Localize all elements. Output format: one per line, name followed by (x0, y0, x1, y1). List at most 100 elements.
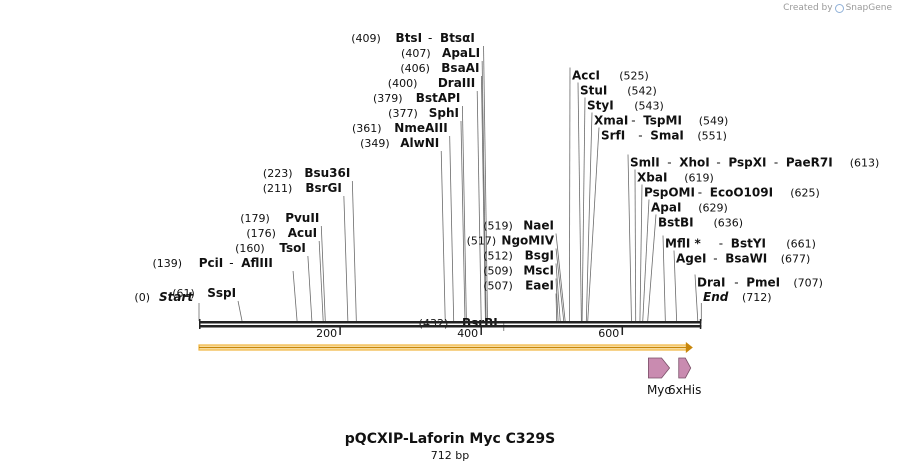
cut-lines (198, 45, 702, 331)
ruler-tick-label: 600 (598, 327, 619, 340)
site-position: (512) (483, 250, 513, 263)
site-position: (407) (401, 47, 431, 60)
enzyme-label-draiii: DraIII (438, 76, 475, 90)
start-position: (0) (134, 291, 150, 304)
cut-line (627, 154, 632, 322)
enzyme-label-bstyi: BstYI (731, 237, 766, 251)
enzyme-label-bsgi: BsgI (525, 249, 554, 263)
sequence-backbone (199, 319, 702, 329)
start-label: Start (159, 290, 194, 304)
site-position: (176) (246, 227, 276, 240)
cut-line (237, 300, 243, 322)
label-separator: - (631, 114, 635, 128)
cut-line (634, 169, 637, 322)
cut-line (585, 112, 593, 322)
cut-line (555, 278, 559, 322)
site-position: (619) (684, 172, 714, 185)
enzyme-label-bsu36i: Bsu36I (304, 166, 350, 180)
site-labels: BtsI(409) - BtsαIApaLI(407)BsaAI(406)DraII… (134, 31, 879, 330)
enzyme-label-bstapi: BstAPI (416, 91, 461, 105)
backbone-right-cap (699, 319, 702, 329)
enzyme-label-xmai: XmaI (594, 114, 628, 128)
enzyme-label-pspomi: PspOMI (644, 186, 695, 200)
enzyme-label-xbai: XbaI (637, 171, 667, 185)
site-position: (160) (235, 242, 265, 255)
enzyme-label-pcii: PciI (199, 256, 224, 270)
cut-line (568, 67, 571, 322)
backbone-bottom-strand (199, 325, 702, 328)
end-label: End (703, 290, 729, 304)
enzyme-label-stui: StuI (580, 84, 607, 98)
enzyme-label-paer7i: PaeR7I (786, 156, 833, 170)
site-position: (613) (850, 157, 880, 170)
end-position: (712) (742, 291, 772, 304)
feature-6xhis-arrow (678, 357, 692, 379)
enzyme-label-tspmi: TspMI (643, 114, 682, 128)
enzyme-label-pmei: PmeI (746, 276, 780, 290)
cut-line (642, 199, 650, 322)
enzyme-label-alwni: AlwNI (400, 136, 439, 150)
enzyme-label-naei: NaeI (523, 219, 554, 233)
enzyme-label-xhoi: XhoI (679, 156, 710, 170)
credit: Created by SnapGene (783, 3, 892, 13)
label-separator: - (713, 252, 717, 266)
site-position: (361) (352, 122, 382, 135)
cut-line (555, 233, 566, 322)
cut-line (476, 90, 482, 322)
site-position: (400) (388, 77, 418, 90)
cut-line (647, 214, 657, 322)
backbone-top-strand (199, 321, 702, 324)
cut-line (481, 75, 486, 322)
enzyme-label-smai: SmaI (650, 129, 684, 143)
cut-line (440, 150, 446, 322)
cut-line (481, 60, 487, 322)
enzyme-label-btsαi: BtsαI (440, 31, 475, 45)
enzyme-label-bsrgi: BsrGI (305, 181, 342, 195)
cut-line (307, 255, 313, 322)
label-separator: - (428, 31, 432, 45)
site-position: (517) (467, 235, 497, 248)
snapgene-logo-icon (834, 3, 844, 13)
site-position: (677) (781, 253, 811, 266)
enzyme-label-afliii: AflIII (241, 256, 273, 270)
enzyme-label-bstbi: BstBI (658, 216, 694, 230)
site-position: (519) (483, 220, 513, 233)
site-position: (543) (634, 100, 664, 113)
feature-6xhis-label: 6xHis (668, 383, 701, 397)
enzyme-label-acci: AccI (572, 69, 600, 83)
enzyme-label-nmeaiii: NmeAIII (394, 121, 447, 135)
enzyme-label-bsaai: BsaAI (441, 61, 479, 75)
cut-line (461, 105, 467, 322)
site-position: (509) (483, 265, 513, 278)
site-position: (377) (388, 107, 418, 120)
site-position: (139) (152, 257, 182, 270)
cut-line (581, 97, 586, 322)
label-separator: - (698, 186, 702, 200)
enzyme-label-msci: MscI (523, 264, 554, 278)
ruler-tick-label: 200 (316, 327, 337, 340)
label-separator: - (734, 276, 738, 290)
cut-line (587, 127, 600, 322)
enzyme-label-ecoo109i: EcoO109I (710, 186, 773, 200)
site-position: (211) (263, 182, 293, 195)
enzyme-label-apai: ApaI (651, 201, 681, 215)
site-position: (379) (373, 92, 403, 105)
label-separator: - (229, 256, 233, 270)
plasmid-length: 712 bp (430, 449, 470, 462)
cut-line (694, 274, 699, 322)
enzyme-label-agei: AgeI (676, 252, 706, 266)
site-position: (707) (793, 277, 823, 290)
cut-line (351, 180, 357, 322)
cut-line (555, 263, 561, 322)
site-position: (179) (240, 212, 270, 225)
site-position: (549) (699, 115, 729, 128)
enzyme-label-drai: DraI (697, 276, 725, 290)
cut-line (577, 82, 582, 322)
ruler: 200 400 600 (316, 327, 624, 340)
enzyme-label-btsi: BtsI (396, 31, 423, 45)
site-position: (409) (351, 32, 381, 45)
label-separator: - (719, 237, 723, 251)
cut-line (483, 45, 488, 322)
ruler-tick-label: 400 (457, 327, 478, 340)
